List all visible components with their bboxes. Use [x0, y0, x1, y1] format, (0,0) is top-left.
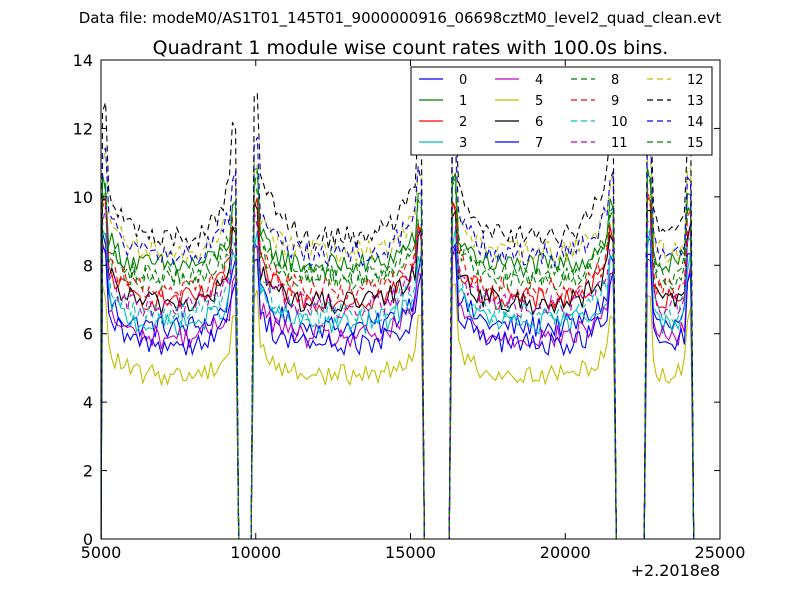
series-line-13 — [101, 93, 695, 539]
series-line-12 — [101, 148, 695, 539]
y-tick-label: 14 — [73, 51, 93, 70]
series-layer — [101, 93, 695, 539]
x-tick-label: 5000 — [81, 543, 122, 562]
series-line-5 — [101, 283, 695, 539]
legend-label: 2 — [459, 115, 467, 130]
y-tick-label: 10 — [73, 188, 93, 207]
legend-label: 0 — [459, 73, 467, 88]
legend-label: 5 — [535, 94, 543, 109]
legend-label: 14 — [687, 115, 704, 130]
y-tick-label: 8 — [83, 256, 93, 275]
legend-label: 4 — [535, 73, 543, 88]
series-line-10 — [101, 218, 695, 539]
series-line-15 — [101, 166, 695, 539]
y-tick-label: 2 — [83, 462, 93, 481]
x-tick-label: 15000 — [385, 543, 436, 562]
series-line-4 — [101, 242, 695, 539]
series-line-3 — [101, 227, 695, 539]
y-tick-label: 0 — [83, 530, 93, 549]
x-tick-label: 10000 — [230, 543, 281, 562]
y-tick-label: 4 — [83, 393, 93, 412]
legend-label: 1 — [459, 94, 467, 109]
y-tick-label: 6 — [83, 325, 93, 344]
legend-label: 3 — [459, 136, 467, 151]
legend-label: 7 — [535, 136, 543, 151]
legend-label: 12 — [687, 73, 704, 88]
legend-label: 9 — [611, 94, 619, 109]
series-line-8 — [101, 178, 695, 539]
series-line-9 — [101, 185, 695, 539]
x-tick-label: 25000 — [695, 543, 746, 562]
legend-label: 6 — [535, 115, 543, 130]
series-line-11 — [101, 205, 695, 539]
x-offset-label: +2.2018e8 — [631, 561, 720, 580]
figure-suptitle: Data file: modeM0/AS1T01_145T01_90000009… — [78, 9, 722, 27]
series-line-7 — [101, 245, 695, 539]
y-tick-label: 12 — [73, 119, 93, 138]
legend-label: 13 — [687, 94, 704, 109]
chart-title: Quadrant 1 module wise count rates with … — [153, 37, 669, 59]
legend-label: 11 — [611, 136, 628, 151]
legend-box — [410, 66, 713, 156]
x-tick-label: 20000 — [540, 543, 591, 562]
legend-label: 10 — [611, 115, 628, 130]
legend-label: 8 — [611, 73, 619, 88]
series-line-14 — [101, 132, 695, 539]
legend-label: 15 — [687, 136, 704, 151]
